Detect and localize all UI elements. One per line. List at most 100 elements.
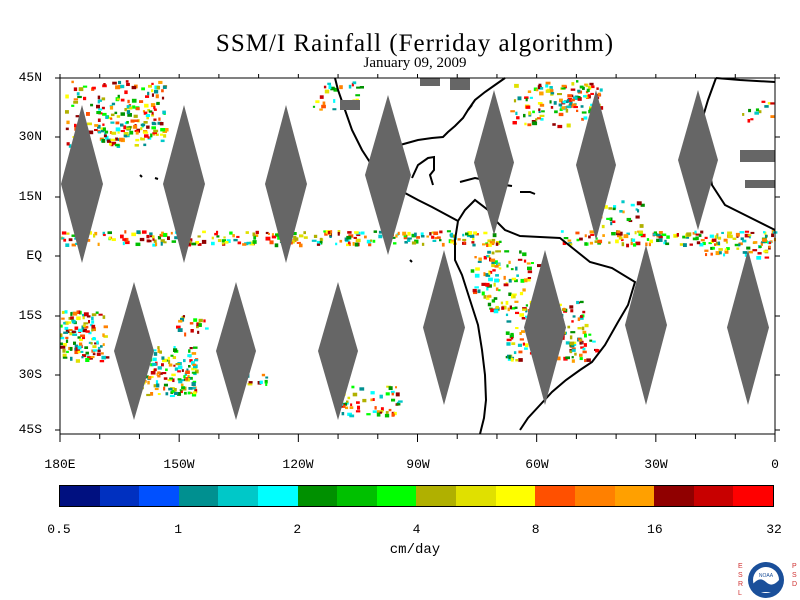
- rain-cell: [91, 313, 97, 317]
- rain-cell: [492, 269, 496, 272]
- rain-cell: [457, 238, 461, 241]
- rain-cell: [646, 238, 650, 241]
- rain-cell: [211, 236, 214, 240]
- rain-cell: [577, 89, 581, 93]
- rain-cell: [666, 235, 670, 239]
- colorbar-tick-label: 16: [647, 522, 663, 537]
- rain-cell: [60, 336, 65, 340]
- rain-cell: [93, 233, 96, 238]
- rain-cell: [123, 132, 129, 136]
- rain-cell: [532, 121, 538, 126]
- rain-cell: [761, 100, 766, 103]
- rain-cell: [518, 358, 523, 362]
- rain-cell: [577, 327, 582, 330]
- rain-cell: [184, 391, 187, 395]
- rain-cell: [91, 328, 94, 332]
- rain-cell: [506, 320, 512, 323]
- rain-cell: [561, 106, 566, 110]
- rain-cell: [570, 309, 574, 313]
- rain-cell: [154, 388, 159, 391]
- rain-cell: [118, 80, 122, 85]
- rain-cell: [451, 239, 456, 242]
- rain-cell: [768, 245, 771, 249]
- rain-cell: [762, 238, 767, 242]
- rain-cell: [323, 85, 327, 89]
- rain-cell: [472, 237, 475, 241]
- rain-cell: [103, 83, 106, 86]
- rain-cell: [162, 110, 166, 115]
- rain-cell: [355, 410, 361, 413]
- rain-cell: [126, 127, 131, 130]
- rain-cell: [531, 262, 534, 265]
- rain-cell: [586, 358, 591, 362]
- rain-cell: [267, 232, 270, 235]
- rain-cell: [60, 342, 63, 346]
- rain-cell: [65, 127, 69, 131]
- rain-cell: [571, 347, 576, 350]
- colorbar-swatch: [693, 486, 734, 506]
- rain-cell: [319, 108, 323, 111]
- rain-cell: [160, 139, 165, 143]
- rain-cell: [191, 367, 195, 371]
- rain-cell: [96, 111, 101, 115]
- rain-cell: [586, 242, 589, 246]
- no-data-swath: [524, 250, 566, 405]
- rain-cell: [532, 110, 535, 114]
- rain-cell: [152, 132, 157, 135]
- rain-cell: [101, 106, 105, 110]
- longitude-label: 120W: [282, 457, 314, 472]
- rain-cell: [505, 313, 509, 317]
- rain-cell: [72, 333, 78, 336]
- rain-cell: [515, 266, 518, 271]
- rain-cell: [119, 137, 124, 142]
- rain-cell: [347, 241, 351, 245]
- rain-cell: [60, 333, 63, 338]
- rain-cell: [264, 379, 268, 384]
- rain-cell: [735, 232, 740, 237]
- coastline: [399, 104, 473, 146]
- no-data-swath: [318, 282, 358, 420]
- rain-cell: [103, 325, 108, 329]
- rain-cell: [82, 315, 85, 320]
- rain-cell: [570, 88, 576, 91]
- rain-cell: [91, 320, 95, 324]
- rain-cell: [584, 234, 587, 238]
- rain-cell: [523, 278, 528, 283]
- rain-cell: [96, 104, 100, 109]
- rain-cell: [140, 137, 143, 141]
- rain-cell: [463, 241, 466, 244]
- rain-cell: [261, 373, 266, 377]
- rain-cell: [163, 134, 167, 138]
- rain-cell: [157, 366, 162, 370]
- rain-cell: [391, 398, 396, 402]
- esrl-letter: L: [738, 590, 742, 597]
- rain-cell: [473, 231, 478, 235]
- rain-cell: [738, 243, 741, 247]
- rain-cell: [147, 136, 150, 139]
- rain-cell: [583, 116, 588, 120]
- rain-cell: [153, 352, 158, 356]
- rain-cell: [147, 109, 151, 112]
- no-data-swath: [365, 95, 411, 255]
- rain-cell: [177, 365, 183, 370]
- rain-cell: [66, 120, 70, 125]
- rain-cell: [522, 342, 525, 346]
- rain-cell: [181, 369, 184, 372]
- rain-cell: [133, 119, 139, 122]
- rain-cell: [653, 231, 658, 236]
- rain-cell: [487, 243, 492, 247]
- rain-cell: [193, 391, 197, 395]
- rain-cell: [125, 240, 130, 245]
- rain-cell: [103, 335, 108, 338]
- rain-cell: [133, 124, 138, 129]
- rain-cell: [640, 203, 645, 207]
- rain-cell: [60, 324, 63, 328]
- rain-cell: [462, 238, 467, 242]
- rain-cell: [364, 235, 367, 239]
- rain-cell: [586, 88, 590, 92]
- rain-cell: [395, 392, 400, 397]
- rain-cell: [704, 236, 708, 240]
- rain-cell: [101, 138, 106, 143]
- rain-cell: [507, 357, 513, 361]
